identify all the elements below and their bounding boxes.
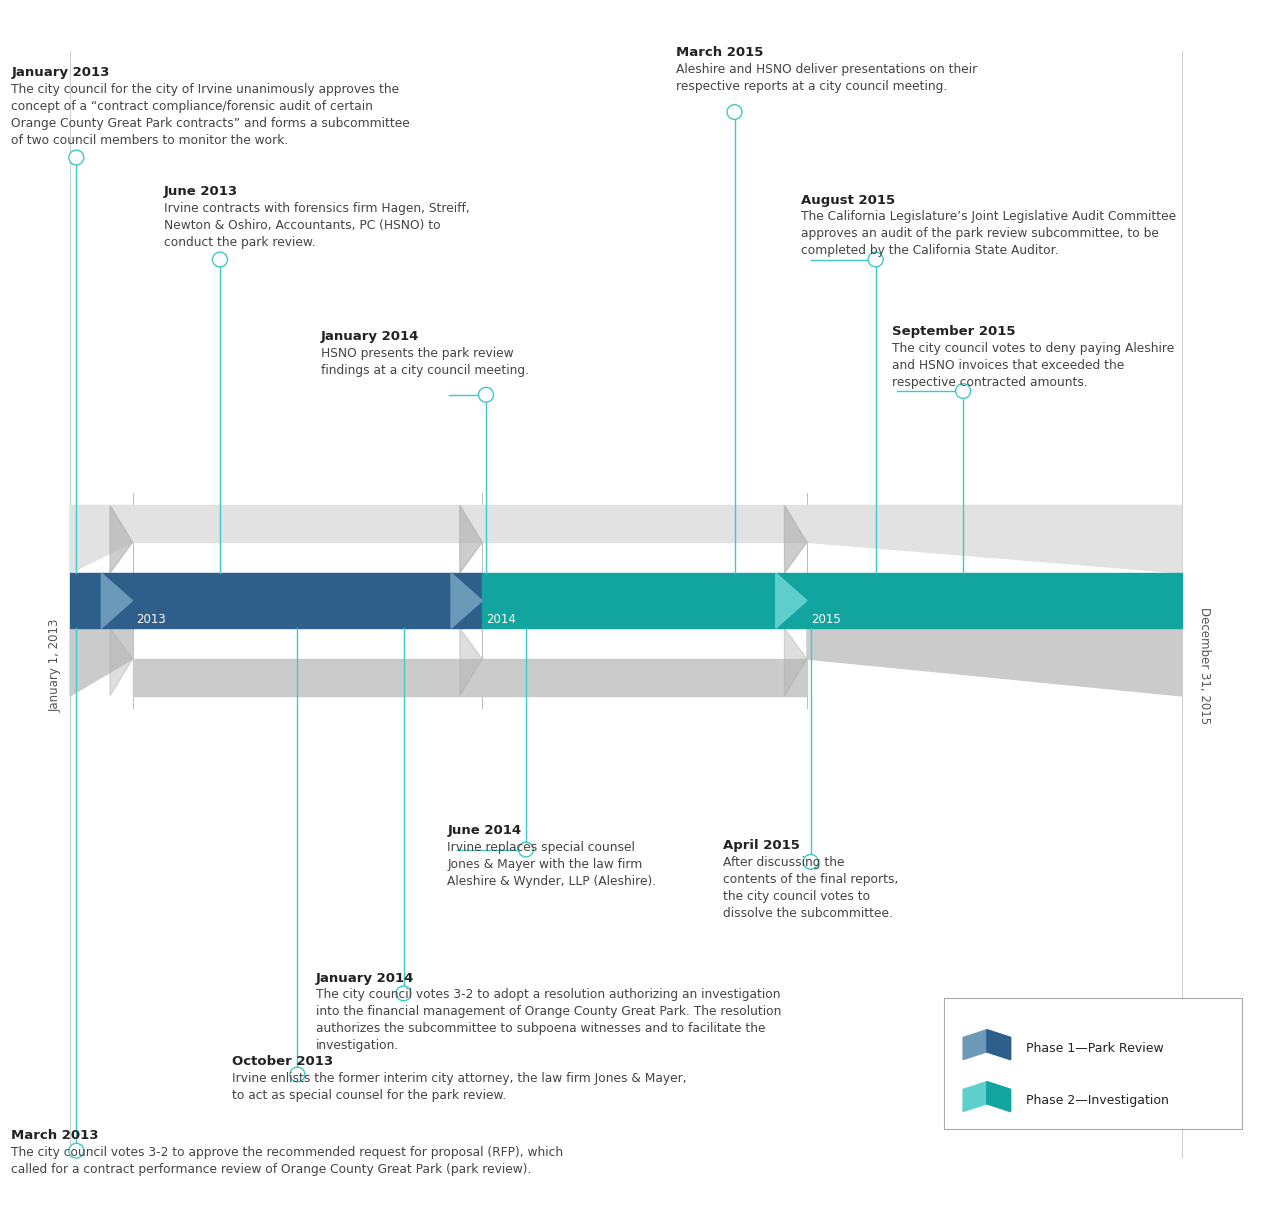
Text: June 2013: June 2013 xyxy=(164,185,238,198)
Polygon shape xyxy=(70,573,482,628)
Polygon shape xyxy=(459,505,482,573)
Text: The city council votes 3-2 to adopt a resolution authorizing an investigation
in: The city council votes 3-2 to adopt a re… xyxy=(317,988,781,1052)
Circle shape xyxy=(869,253,883,267)
Circle shape xyxy=(212,253,228,267)
Circle shape xyxy=(803,855,818,870)
Polygon shape xyxy=(459,628,482,696)
Text: January 2014: January 2014 xyxy=(317,972,415,984)
Text: March 2015: March 2015 xyxy=(675,46,763,59)
Polygon shape xyxy=(132,659,482,696)
Polygon shape xyxy=(963,1082,1010,1111)
Text: 2013: 2013 xyxy=(136,612,167,626)
Text: After discussing the
contents of the final reports,
the city council votes to
di: After discussing the contents of the fin… xyxy=(724,856,899,920)
Text: January 2013: January 2013 xyxy=(11,65,109,79)
Text: December 31, 2015: December 31, 2015 xyxy=(1198,606,1211,723)
Polygon shape xyxy=(482,505,806,542)
Polygon shape xyxy=(482,573,1182,628)
Polygon shape xyxy=(111,505,132,573)
Circle shape xyxy=(955,383,971,398)
Polygon shape xyxy=(987,1030,1010,1060)
Circle shape xyxy=(290,1067,305,1082)
Text: Aleshire and HSNO deliver presentations on their
respective reports at a city co: Aleshire and HSNO deliver presentations … xyxy=(675,63,977,92)
Polygon shape xyxy=(70,505,132,573)
Polygon shape xyxy=(806,628,1182,696)
Text: Phase 2—Investigation: Phase 2—Investigation xyxy=(1025,1094,1169,1108)
Circle shape xyxy=(519,843,533,857)
Text: 2014: 2014 xyxy=(486,612,516,626)
Text: August 2015: August 2015 xyxy=(801,193,895,207)
Text: Irvine replaces special counsel
Jones & Mayer with the law firm
Aleshire & Wynde: Irvine replaces special counsel Jones & … xyxy=(448,841,656,888)
Text: The city council votes 3-2 to approve the recommended request for proposal (RFP): The city council votes 3-2 to approve th… xyxy=(11,1146,563,1175)
Circle shape xyxy=(69,1143,84,1158)
Text: October 2013: October 2013 xyxy=(233,1056,333,1068)
Circle shape xyxy=(396,986,411,1000)
Text: January 1, 2013: January 1, 2013 xyxy=(48,618,61,712)
Polygon shape xyxy=(785,505,806,573)
Circle shape xyxy=(69,150,84,165)
Circle shape xyxy=(478,387,494,402)
Polygon shape xyxy=(776,573,806,628)
Text: HSNO presents the park review
findings at a city council meeting.: HSNO presents the park review findings a… xyxy=(321,346,529,377)
Polygon shape xyxy=(806,505,1182,573)
Circle shape xyxy=(728,105,742,120)
Text: Irvine enlists the former interim city attorney, the law firm Jones & Mayer,
to : Irvine enlists the former interim city a… xyxy=(233,1072,687,1103)
Text: April 2015: April 2015 xyxy=(724,839,800,853)
FancyBboxPatch shape xyxy=(944,998,1241,1129)
Polygon shape xyxy=(452,573,482,628)
Polygon shape xyxy=(132,505,482,542)
Polygon shape xyxy=(482,659,806,696)
Text: Irvine contracts with forensics firm Hagen, Streiff,
Newton & Oshiro, Accountant: Irvine contracts with forensics firm Hag… xyxy=(164,202,469,249)
Polygon shape xyxy=(963,1030,1010,1060)
Polygon shape xyxy=(102,573,132,628)
Text: Phase 1—Park Review: Phase 1—Park Review xyxy=(1025,1042,1164,1055)
Text: September 2015: September 2015 xyxy=(892,325,1015,339)
Polygon shape xyxy=(111,628,132,696)
Text: The city council for the city of Irvine unanimously approves the
concept of a “c: The city council for the city of Irvine … xyxy=(11,83,410,147)
Text: January 2014: January 2014 xyxy=(321,330,420,344)
Polygon shape xyxy=(70,628,132,696)
Text: June 2014: June 2014 xyxy=(448,824,522,838)
Text: 2015: 2015 xyxy=(810,612,841,626)
Polygon shape xyxy=(987,1082,1010,1111)
Text: The city council votes to deny paying Aleshire
and HSNO invoices that exceeded t: The city council votes to deny paying Al… xyxy=(892,342,1174,389)
Text: The California Legislature’s Joint Legislative Audit Committee
approves an audit: The California Legislature’s Joint Legis… xyxy=(801,211,1175,257)
Text: March 2013: March 2013 xyxy=(11,1129,99,1142)
Polygon shape xyxy=(785,628,806,696)
